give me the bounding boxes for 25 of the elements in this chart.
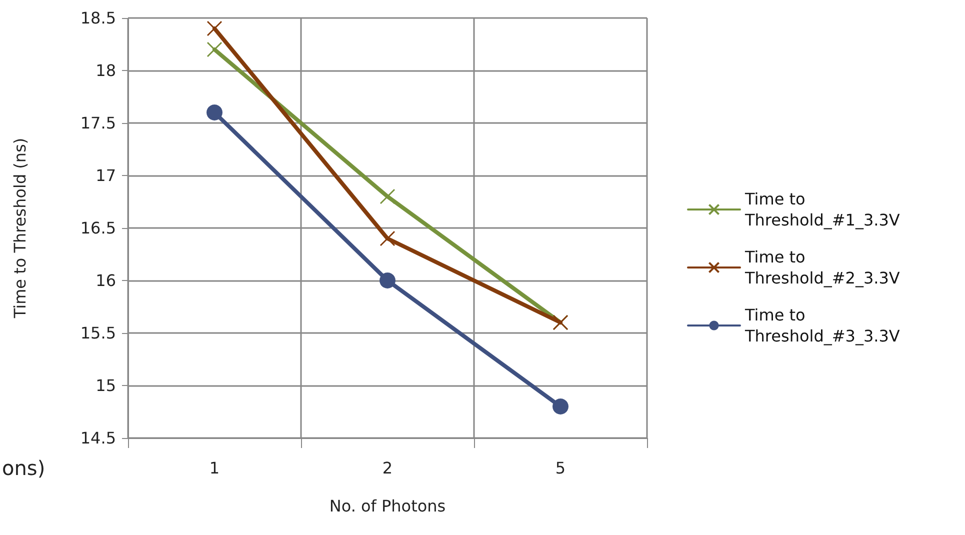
x-tick-label: 2: [382, 458, 393, 478]
x-tick-label: 1: [209, 458, 220, 478]
point: [206, 20, 222, 36]
x-tick-label: 5: [555, 458, 566, 478]
y-tick-label: 17.5: [80, 114, 116, 132]
y-axis-title: Time to Threshold (ns): [10, 138, 30, 320]
point: [380, 230, 396, 246]
point: [206, 42, 222, 58]
y-tick-label: 16: [96, 271, 116, 290]
point: [380, 272, 396, 288]
legend-label: Time to Threshold_#2_3.3V: [744, 248, 900, 288]
y-tick-label: 15: [96, 376, 116, 395]
point: [206, 104, 222, 120]
point: [552, 398, 568, 414]
y-tick-label: 18.5: [80, 8, 116, 28]
y-tick-label: 14.5: [80, 428, 116, 448]
legend-label: Time to Threshold_#1_3.3V: [744, 190, 900, 230]
y-tick-label: 16.5: [80, 218, 116, 238]
text: ons): [2, 456, 46, 480]
y-tick-label: 18: [96, 61, 116, 80]
y-tick-label: 15.5: [80, 324, 116, 342]
legend-label: Time to Threshold_#3_3.3V: [744, 306, 900, 346]
x-axis-title: No. of Photons: [329, 496, 446, 516]
y-tick-label: 17: [96, 166, 116, 185]
point: [380, 188, 396, 204]
